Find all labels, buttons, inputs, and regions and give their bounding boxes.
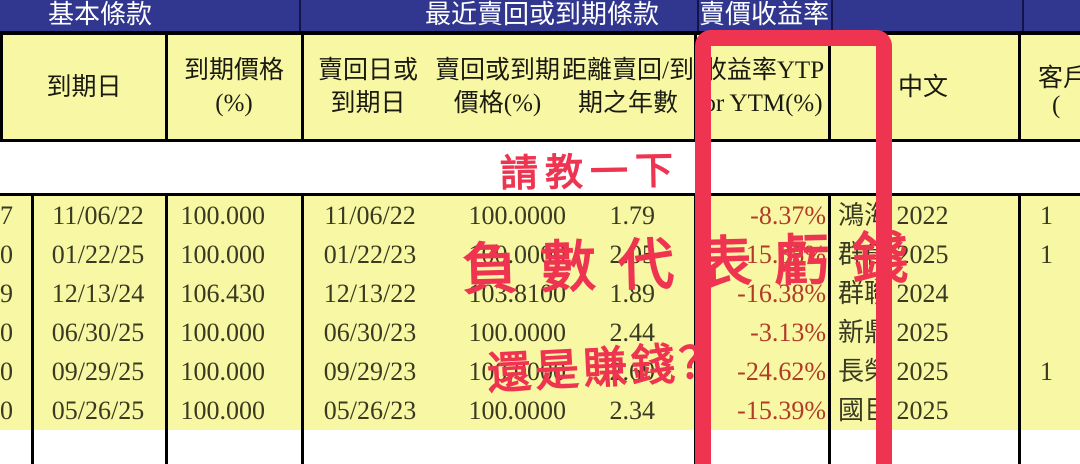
cell-client-partial: 1: [1040, 201, 1053, 230]
cell-maturity-price: 100.000: [180, 318, 266, 347]
cell-yield: -15.35%: [737, 240, 826, 269]
data-grid-line: [31, 193, 34, 464]
band-recent-put-terms: 最近賣回或到期條款: [425, 0, 660, 29]
cell-put-date: 06/30/23: [323, 318, 417, 347]
cell-maturity-price: 106.430: [180, 279, 266, 308]
header-grid-line: [828, 35, 831, 139]
header-grid-line: [1018, 35, 1021, 139]
cell-put-date: 11/06/22: [324, 201, 416, 230]
table-row: 9 12/13/24 106.430 12/13/22 103.8100 1.8…: [0, 274, 1080, 313]
cell-put-price: 103.8100: [468, 279, 567, 308]
cell-put-date: 09/29/23: [323, 357, 417, 386]
cell-put-date: 05/26/23: [323, 396, 417, 425]
cell-maturity-date: 05/26/25: [51, 396, 145, 425]
cell-years: 2.44: [609, 318, 656, 347]
cell-maturity-price: 100.000: [180, 201, 266, 230]
cell-chinese-name: 群創 2025: [838, 240, 949, 269]
cell-maturity-date: 01/22/25: [51, 240, 145, 269]
band-basic-terms: 基本條款: [48, 0, 153, 29]
band-separator: [299, 0, 301, 31]
header-maturity-date: 到期日: [46, 73, 122, 101]
cell-chinese-name: 國巨 2025: [838, 396, 949, 425]
cell-years: 2.69: [609, 357, 656, 386]
cell-maturity-date: 09/29/25: [51, 357, 145, 386]
red-annotation-rectangle: [695, 30, 892, 464]
cell-yield: -8.37%: [750, 201, 826, 230]
cell-chinese-name: 新鼎 2025: [838, 318, 949, 347]
cell-stub-digit: 9: [0, 279, 13, 308]
border-under-band: [0, 31, 1080, 35]
header-chinese-name: 中文: [897, 73, 948, 101]
cell-maturity-date: 12/13/24: [51, 279, 145, 308]
cell-put-price: 100.0000: [468, 357, 567, 386]
header-maturity-price: 到期價格 (%): [183, 57, 284, 117]
border-above-data: [0, 193, 1080, 196]
column-header-row-background: [0, 35, 1080, 139]
cell-stub-digit: 0: [0, 240, 13, 269]
cell-yield: -3.13%: [750, 318, 826, 347]
table-row: 0 09/29/25 100.000 09/29/23 100.0000 2.6…: [0, 352, 1080, 391]
cell-client-partial: 1: [1040, 357, 1053, 386]
data-area-background: [0, 196, 1080, 430]
table-row: 7 11/06/22 100.000 11/06/22 100.0000 1.7…: [0, 196, 1080, 235]
cell-maturity-date: 06/30/25: [51, 318, 145, 347]
cell-client-partial: 1: [1040, 240, 1053, 269]
data-grid-line: [301, 193, 304, 464]
band-separator: [1022, 0, 1024, 31]
cell-years: 2.05: [609, 240, 656, 269]
cell-years: 2.34: [609, 396, 656, 425]
band-separator: [831, 0, 833, 31]
header-grid-line: [301, 35, 304, 139]
cell-stub-digit: 0: [0, 396, 13, 425]
cell-yield: -15.39%: [737, 396, 826, 425]
header-put-or-maturity-price: 賣回或到期 價格(%): [434, 57, 560, 117]
cell-maturity-price: 100.000: [180, 240, 266, 269]
group-header-band: [0, 0, 1080, 31]
red-note-or-profit: 還是賺錢？: [485, 336, 729, 400]
cell-maturity-price: 100.000: [180, 357, 266, 386]
header-grid-line: [0, 35, 3, 139]
cell-put-date: 01/22/23: [323, 240, 417, 269]
cell-put-date: 12/13/22: [323, 279, 417, 308]
header-client-paren: (: [1052, 92, 1061, 119]
cell-put-price: 100.0000: [468, 318, 567, 347]
header-client-partial: 客戶: [1038, 65, 1080, 92]
cell-years: 1.79: [609, 201, 656, 230]
cell-put-price: 100.0000: [468, 240, 567, 269]
cell-yield: -16.38%: [737, 279, 826, 308]
data-grid-line: [165, 193, 168, 464]
cell-stub-digit: 7: [0, 201, 13, 230]
cell-client-partial: [1040, 274, 1080, 313]
border-under-header: [0, 139, 1080, 142]
cell-stub-digit: 0: [0, 318, 13, 347]
red-note-question: 請教一下: [499, 148, 681, 196]
red-note-negative-means-loss: 負數代表虧錢: [461, 225, 931, 303]
cell-client-partial: [1040, 391, 1080, 430]
band-separator: [697, 0, 699, 31]
cell-years: 1.89: [609, 279, 656, 308]
cell-maturity-price: 100.000: [180, 396, 266, 425]
table-row: 0 06/30/25 100.000 06/30/23 100.0000 2.4…: [0, 313, 1080, 352]
cell-client-partial: [1040, 313, 1080, 352]
cell-put-price: 100.0000: [468, 396, 567, 425]
cell-yield: -24.62%: [737, 357, 826, 386]
data-grid-line: [828, 193, 831, 464]
table-row: 0 05/26/25 100.000 05/26/23 100.0000 2.3…: [0, 391, 1080, 430]
header-put-or-maturity-date: 賣回日或 到期日: [317, 57, 418, 117]
header-years-to-put: 距離賣回/到 期之年數: [562, 57, 694, 117]
header-grid-line: [165, 35, 168, 139]
data-grid-line: [1018, 193, 1021, 464]
cell-put-price: 100.0000: [468, 201, 567, 230]
cell-maturity-date: 11/06/22: [52, 201, 144, 230]
cell-chinese-name: 長榮 2025: [838, 357, 949, 386]
cell-chinese-name: 群聯 2024: [838, 279, 949, 308]
cell-chinese-name: 鴻海 2022: [838, 201, 949, 230]
band-ask-yield: 賣價收益率: [699, 0, 830, 29]
table-row: 0 01/22/25 100.000 01/22/23 100.0000 2.0…: [0, 235, 1080, 274]
cell-stub-digit: 0: [0, 357, 13, 386]
